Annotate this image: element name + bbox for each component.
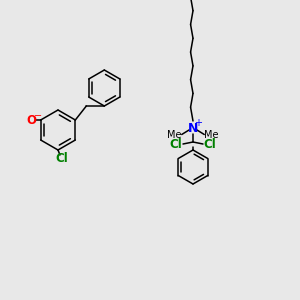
Text: Cl: Cl xyxy=(204,137,216,151)
Text: Me: Me xyxy=(204,130,218,140)
Text: Me: Me xyxy=(167,130,182,140)
Text: O: O xyxy=(27,113,37,127)
Text: −: − xyxy=(34,111,42,121)
Text: Cl: Cl xyxy=(169,137,182,151)
Text: N: N xyxy=(188,122,198,134)
Text: Cl: Cl xyxy=(56,152,68,164)
Text: +: + xyxy=(194,118,202,128)
